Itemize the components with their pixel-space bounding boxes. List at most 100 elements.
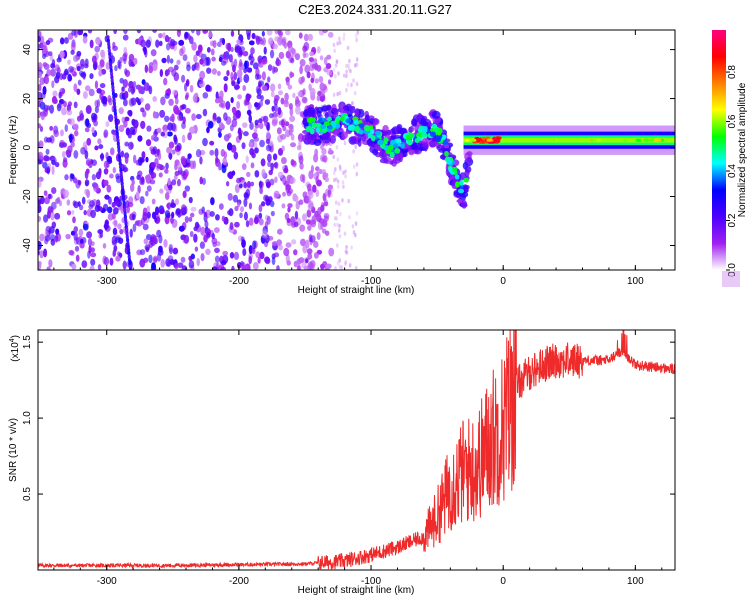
spectrogram-cell (335, 243, 339, 248)
spectrogram-cell (190, 206, 197, 212)
spectrogram-cell (181, 134, 186, 144)
spectrogram-cell (230, 96, 234, 104)
spectrogram-cell (159, 109, 166, 118)
spectrogram-cell (105, 121, 110, 128)
spectrogram-cell (97, 64, 103, 71)
spectrogram-cell (64, 174, 69, 181)
spectrogram-cell (390, 139, 395, 146)
spectrogram-cell (128, 267, 133, 270)
spectrogram-cell (90, 112, 97, 121)
spectrogram-cell (123, 211, 127, 216)
spectrogram-cell (156, 163, 162, 169)
spectrogram-cell (306, 209, 312, 218)
spectrogram-cell (168, 184, 173, 191)
x-tick-label: 0 (500, 576, 506, 587)
spectrogram-cell (72, 216, 76, 224)
spectrogram-cell (354, 33, 358, 39)
spectrogram-cell (202, 137, 208, 147)
spectrogram-cell (194, 246, 199, 252)
spectrogram-cell (293, 221, 299, 228)
spectrogram-cell (254, 170, 260, 178)
spectrogram-cell (316, 179, 322, 187)
spectrogram-cell (339, 211, 342, 217)
snr-frame (37, 329, 676, 571)
spectrogram-cell (257, 118, 263, 124)
spectrogram-cell (264, 99, 271, 105)
spectrogram-cell (148, 65, 154, 74)
spectrogram-cell (77, 30, 84, 36)
x-tick-label: -300 (97, 276, 117, 287)
spectrogram-cell (206, 46, 211, 53)
spectrogram-cell (152, 257, 158, 264)
spectrogram-cell (323, 215, 329, 223)
spectrogram-cell (248, 141, 253, 148)
spectrogram-cell (174, 97, 179, 105)
spectrogram-cell (280, 97, 285, 105)
spectrogram-cell (152, 95, 157, 102)
spectrogram-cell (254, 119, 259, 126)
spectrogram-cell (256, 94, 262, 100)
spectrogram-cell (249, 60, 254, 66)
spectrogram-cell (74, 245, 80, 252)
spectrogram-cell (80, 58, 85, 67)
spectrogram-cell (280, 133, 287, 140)
spectrogram-cell (259, 251, 265, 260)
spectrogram-cell (365, 114, 370, 123)
spectrogram-cell (354, 108, 360, 117)
spectrogram-cell (176, 142, 182, 151)
spectrogram-cell (211, 233, 216, 240)
spectrogram-cell (294, 99, 301, 108)
spectrogram-cell (249, 147, 255, 156)
spectrogram-cell (58, 91, 62, 99)
spectrogram-cell (481, 136, 487, 140)
spectrogram-cell (414, 138, 420, 144)
spectrogram-cell (104, 222, 108, 231)
spectrogram-cell (455, 181, 460, 188)
spectrogram-cell (335, 209, 339, 214)
spectrogram-cell (167, 255, 174, 263)
spectrogram-cell (288, 102, 293, 110)
spectrogram-cell (191, 41, 197, 51)
spectrogram-cell (271, 241, 278, 246)
spectrogram-cell (345, 118, 352, 124)
spectrogram-cell (191, 113, 196, 121)
spectrogram-cell (353, 119, 359, 125)
spectrogram-cell (332, 154, 335, 160)
spectrogram-cell (263, 46, 267, 55)
spectrogram-cell (338, 36, 341, 41)
spectrogram-cell (173, 262, 179, 270)
spectrogram-cell (299, 65, 303, 75)
spectrogram-cell (332, 92, 336, 98)
spectrogram-cell (110, 78, 114, 83)
spectrogram-cell (73, 231, 78, 241)
spectrogram-cell (330, 193, 333, 198)
spectrogram-cell (374, 130, 381, 136)
spectrogram-cell (144, 64, 149, 73)
spectrogram-cell (107, 48, 111, 53)
spectrogram-cell (151, 63, 158, 71)
spectrogram-cell (187, 34, 192, 41)
spectrogram-cell (336, 260, 340, 266)
spectrogram-cell (110, 75, 114, 80)
spectrogram-cell (166, 88, 171, 94)
spectrogram-cell (146, 211, 151, 219)
spectrogram-cell (53, 129, 59, 138)
spectrogram-cell (310, 219, 317, 228)
spectrogram-cell (107, 213, 114, 221)
spectrogram-cell (113, 104, 117, 110)
y-tick-label: 40 (22, 44, 33, 56)
spectrogram-cell (56, 196, 61, 203)
spectrogram-cell (130, 97, 137, 106)
spectrogram-cell (187, 132, 192, 141)
spectrogram-cell (56, 103, 62, 112)
spectrogram-cell (216, 262, 220, 269)
spectrogram-cell (195, 114, 202, 120)
spectrogram-cell (357, 138, 362, 147)
spectrogram-cell (271, 105, 275, 112)
spectrogram-cell (119, 174, 124, 180)
spectrogram-cell (88, 200, 95, 208)
spectrogram-cell (113, 30, 117, 35)
spectrogram-cell (140, 120, 146, 130)
spectrogram-cell (129, 126, 136, 135)
